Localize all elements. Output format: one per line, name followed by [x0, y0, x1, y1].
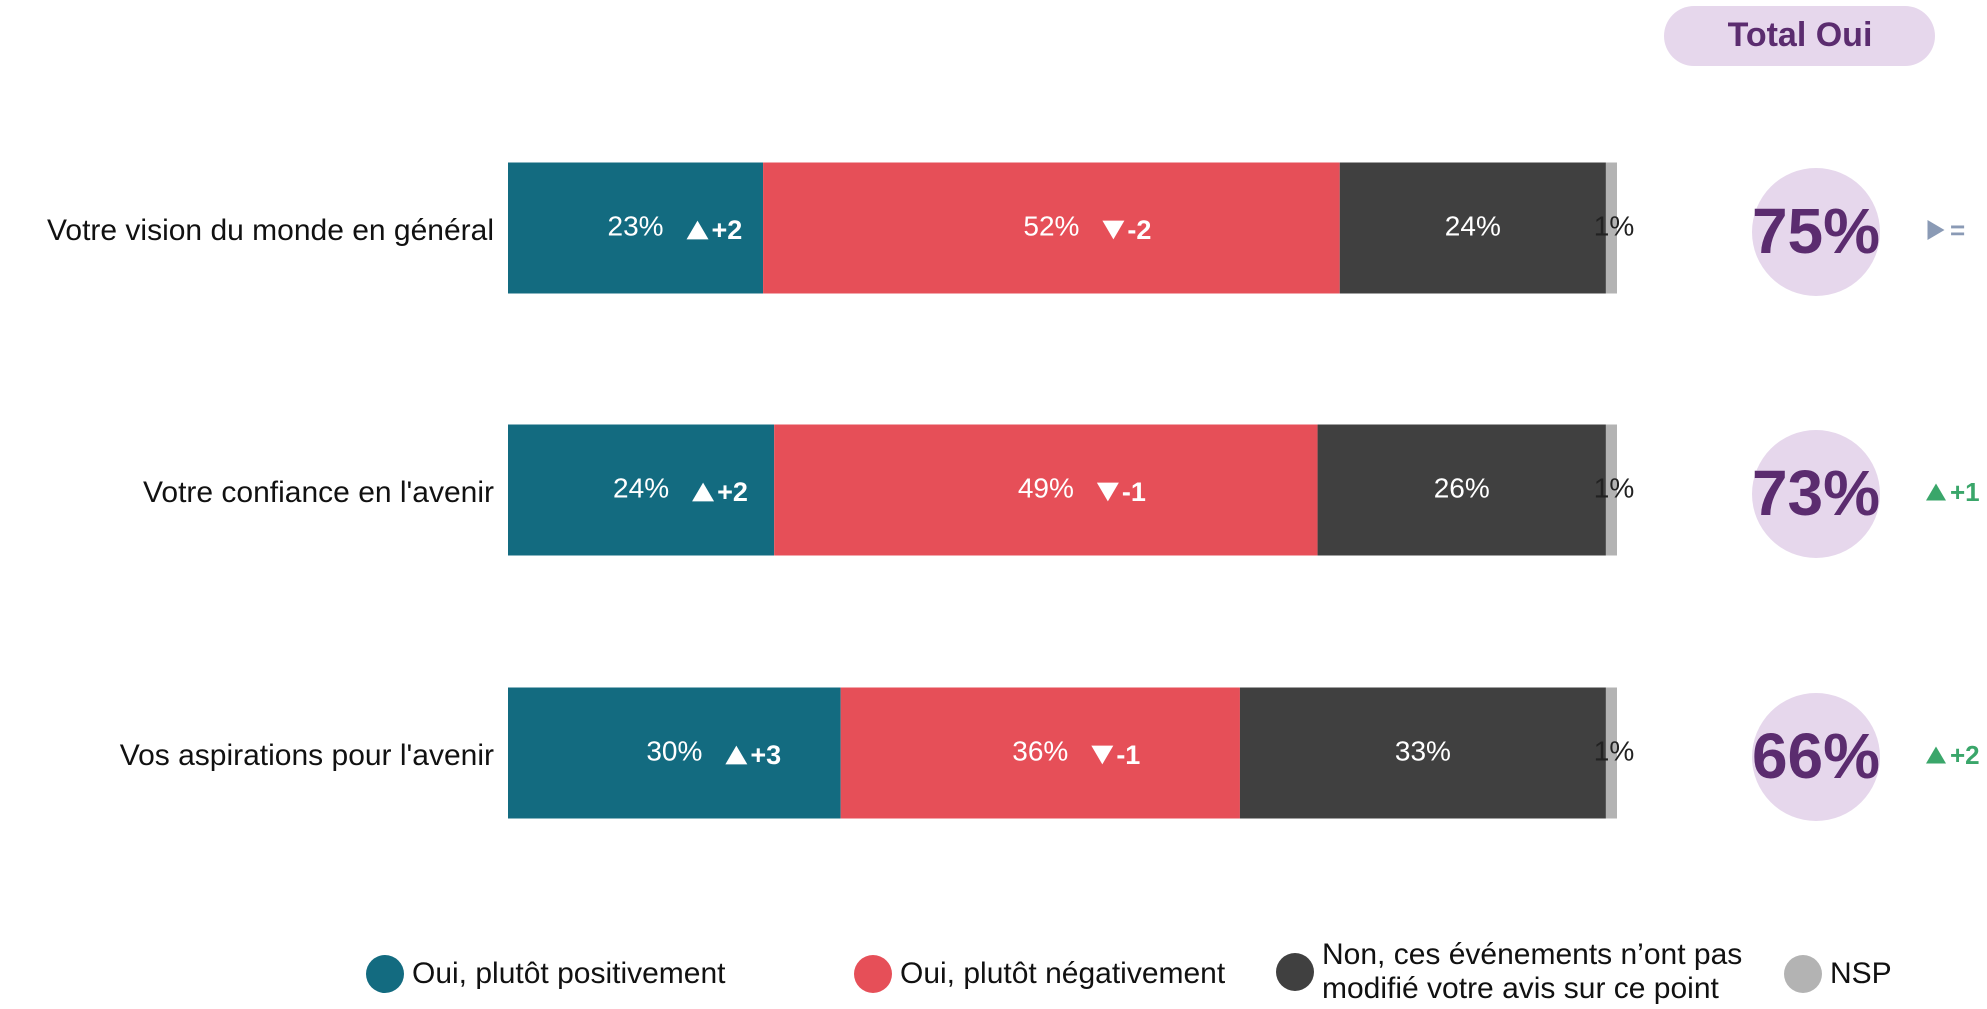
total-circle — [1752, 168, 1880, 296]
delta-arrow — [692, 482, 715, 502]
legend: Oui, plutôt positivement Oui, plutôt néga… — [0, 920, 1987, 1009]
delta-label: -1 — [1122, 477, 1146, 507]
legend-item: Oui, plutôt positivement — [366, 955, 726, 993]
legend-item: Non, ces événements n’ont pas modifié vo… — [1276, 938, 1782, 1006]
legend-label: Non, ces événements n’ont pas modifié vo… — [1322, 938, 1743, 1005]
value-label: 24% — [613, 472, 669, 503]
value-label: 1% — [1594, 735, 1634, 766]
value-label: 52% — [1023, 210, 1079, 241]
category-label: Votre confiance en l'avenir — [143, 476, 494, 509]
bar-segment — [508, 162, 764, 294]
total-circle — [1752, 693, 1880, 821]
bar-segment — [1317, 424, 1606, 556]
delta-label: -2 — [1127, 215, 1151, 245]
legend-item: Oui, plutôt négativement — [854, 955, 1225, 993]
total-header-bg — [1664, 6, 1935, 66]
total-value: 73% — [1752, 457, 1880, 529]
delta-arrow — [1926, 483, 1946, 501]
bar-segment — [508, 424, 775, 556]
bar-segment — [1339, 162, 1606, 294]
value-label: 1% — [1594, 472, 1634, 503]
bar-segment — [774, 424, 1318, 556]
legend-swatch — [854, 955, 892, 993]
delta-arrow — [725, 745, 748, 765]
delta-arrow — [1926, 746, 1946, 764]
total-delta: +2 — [1950, 740, 1980, 770]
delta-arrow — [1927, 220, 1945, 240]
chart-svg: Total Oui Votre vision du monde en généra… — [47, 6, 1980, 821]
delta-label: +2 — [717, 477, 748, 507]
legend-swatch — [1276, 953, 1314, 991]
legend-swatch — [366, 955, 404, 993]
value-label: 26% — [1434, 472, 1490, 503]
total-delta: +1 — [1950, 477, 1980, 507]
delta-arrow — [1096, 482, 1119, 502]
value-label: 36% — [1012, 735, 1068, 766]
value-label: 49% — [1018, 472, 1074, 503]
bar-segment — [1605, 162, 1617, 294]
legend-item: NSP — [1784, 955, 1892, 993]
bar-segment — [763, 162, 1340, 294]
category-label: Votre vision du monde en général — [47, 214, 494, 247]
value-label: 1% — [1594, 210, 1634, 241]
bar-segment — [508, 687, 841, 819]
legend-label: Oui, plutôt positivement — [412, 957, 726, 990]
delta-arrow — [1091, 745, 1114, 765]
category-label: Vos aspirations pour l'avenir — [120, 739, 494, 772]
bar-segment — [840, 687, 1240, 819]
value-label: 23% — [608, 210, 664, 241]
bar-segment — [1605, 687, 1617, 819]
delta-arrow — [686, 220, 709, 240]
total-value: 75% — [1752, 195, 1880, 267]
legend-label: NSP — [1830, 957, 1892, 990]
total-header: Total Oui — [1728, 16, 1873, 54]
total-delta: = — [1950, 215, 1965, 245]
legend-swatch — [1784, 955, 1822, 993]
total-value: 66% — [1752, 720, 1880, 792]
delta-label: -1 — [1116, 740, 1140, 770]
delta-arrow — [1102, 220, 1125, 240]
bar-segment — [1239, 687, 1606, 819]
delta-label: +3 — [750, 740, 781, 770]
delta-label: +2 — [712, 215, 743, 245]
value-label: 33% — [1395, 735, 1451, 766]
value-label: 24% — [1445, 210, 1501, 241]
total-circle — [1752, 430, 1880, 558]
bar-segment — [1605, 424, 1617, 556]
legend-label: Oui, plutôt négativement — [900, 957, 1226, 990]
value-label: 30% — [646, 735, 702, 766]
